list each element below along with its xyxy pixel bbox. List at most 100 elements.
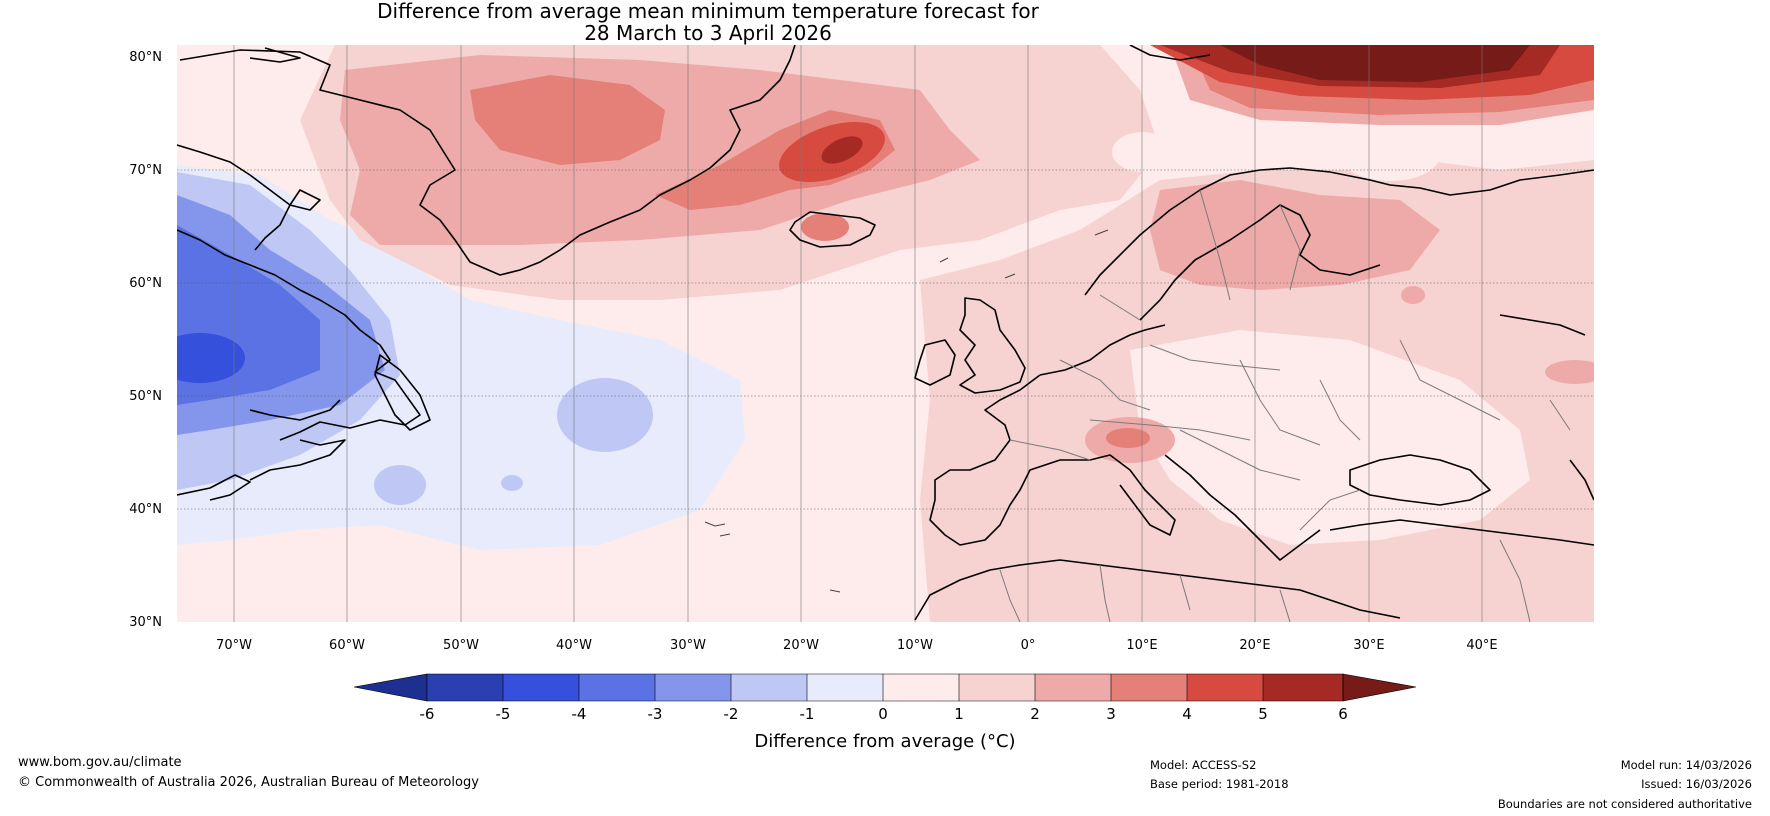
colorbar-tick-label: 0 (878, 705, 888, 723)
warmer-greenland-core (470, 75, 665, 165)
colorbar-swatch (807, 674, 883, 701)
footer-copyright: © Commonwealth of Australia 2026, Austra… (18, 775, 479, 790)
warm-scandinavia-region (1150, 180, 1440, 290)
lon-label: 40°E (1466, 638, 1497, 653)
map-panel (177, 45, 1594, 622)
cool-patch-south (374, 465, 426, 505)
colorbar-swatch (503, 674, 579, 701)
lat-label: 60°N (129, 276, 162, 291)
meridians (233, 45, 1483, 622)
colorbar-extend-max (1342, 673, 1417, 702)
coast-norway (1084, 167, 1391, 296)
colorbar-tick-label: -4 (572, 705, 587, 723)
coast-novaya-zemlya (1499, 314, 1586, 336)
colorbar-tick-label: 3 (1106, 705, 1116, 723)
coast-black-sea (1349, 454, 1491, 506)
coast-greenland (179, 45, 796, 276)
footer-model: Model: ACCESS-S2 (1150, 758, 1257, 772)
lon-label: 70°W (216, 638, 252, 653)
coast-iceland (789, 211, 876, 248)
colorbar-dividers (426, 673, 1344, 702)
country-borders (999, 189, 1571, 622)
colorbar-swatch (655, 674, 731, 701)
colorbar-tick-label: -6 (420, 705, 435, 723)
colorbar-swatch (427, 674, 503, 701)
lat-label: 50°N (129, 389, 162, 404)
neutral-patch-north-europe (1340, 129, 1440, 181)
colorbar-tick-label: -1 (800, 705, 815, 723)
coast-north-africa (914, 559, 1401, 621)
colorbar-tick-label: 6 (1338, 705, 1348, 723)
small-islands (704, 229, 1109, 593)
lon-label: 10°W (897, 638, 933, 653)
longitude-labels: 70°W 60°W 50°W 40°W 30°W 20°W 10°W 0° 10… (216, 638, 1498, 653)
cool-patch-small (501, 475, 523, 491)
colorbar-swatch (731, 674, 807, 701)
neutral-central-europe (1130, 330, 1530, 545)
coast-kola (1389, 169, 1594, 196)
coast-caspian (1569, 459, 1594, 501)
colorbar: -6 -5 -4 -3 -2 -1 0 1 2 3 4 5 6 Differen… (353, 673, 1417, 752)
lat-label: 40°N (129, 502, 162, 517)
cool-patch-mid-atlantic (557, 378, 653, 452)
colorbar-tick-label: -2 (724, 705, 739, 723)
lon-label: 60°W (329, 638, 365, 653)
lon-label: 40°W (556, 638, 592, 653)
coast-newfoundland (374, 354, 431, 431)
coast-us-east (177, 474, 251, 501)
colorbar-tick-label: 5 (1258, 705, 1268, 723)
title-line-2: 28 March to 3 April 2026 (584, 21, 832, 45)
colorbar-tick-label: -3 (648, 705, 663, 723)
colorbar-swatch (1263, 674, 1343, 701)
colorbar-swatch (959, 674, 1035, 701)
footer-model-run: Model run: 14/03/2026 (1620, 758, 1752, 772)
colorbar-tick-label: 1 (954, 705, 964, 723)
coast-continental-europe (1039, 324, 1166, 376)
colorbar-swatch (1187, 674, 1263, 701)
lon-label: 20°W (783, 638, 819, 653)
coast-baffin (177, 144, 321, 251)
colorbar-tick-label: -5 (496, 705, 511, 723)
coast-nova-scotia (249, 439, 346, 481)
title-line-1: Difference from average mean minimum tem… (377, 0, 1040, 23)
footer-website[interactable]: www.bom.gov.au/climate (18, 755, 182, 770)
coast-gulf-st-lawrence (249, 399, 341, 421)
colorbar-ticks: -6 -5 -4 -3 -2 -1 0 1 2 3 4 5 6 (420, 705, 1348, 723)
lon-label: 30°E (1353, 638, 1384, 653)
coastlines (177, 45, 1594, 621)
coast-greenland-north (249, 47, 301, 63)
lat-label: 70°N (129, 163, 162, 178)
lon-label: 50°W (443, 638, 479, 653)
graticule (177, 169, 1594, 510)
lon-label: 10°E (1126, 638, 1157, 653)
footer-disclaimer: Boundaries are not considered authoritat… (1497, 797, 1752, 811)
lon-label: 20°E (1239, 638, 1270, 653)
colorbar-tick-label: 4 (1182, 705, 1192, 723)
lon-label: 0° (1021, 638, 1036, 653)
warm-patch-russia-east (1545, 360, 1594, 384)
coast-ireland (914, 339, 956, 386)
latitude-labels: 80°N 70°N 60°N 50°N 40°N 30°N (129, 50, 162, 630)
footer-issued: Issued: 16/03/2026 (1641, 777, 1752, 791)
footer-base-period: Base period: 1981-2018 (1150, 777, 1289, 791)
lat-label: 80°N (129, 50, 162, 65)
coast-balkans-greece (1164, 454, 1321, 561)
colorbar-label: Difference from average (°C) (754, 731, 1015, 752)
lon-label: 30°W (670, 638, 706, 653)
warmer-patch-alps (1106, 428, 1150, 448)
coast-labrador (177, 229, 421, 441)
coast-great-britain (959, 297, 1026, 394)
coast-turkey (1329, 519, 1594, 546)
coast-svalbard (1129, 45, 1211, 61)
colorbar-swatch (1035, 674, 1111, 701)
warm-patch-baltic (1401, 286, 1425, 304)
lat-label: 30°N (129, 615, 162, 630)
coldest-anomaly-core (177, 333, 245, 383)
very-hot-core-east-greenland (821, 136, 863, 164)
extreme-hot-svalbard-core (1220, 45, 1530, 82)
coast-italy (1089, 454, 1176, 536)
coast-france-iberia (929, 374, 1090, 546)
colorbar-swatch (579, 674, 655, 701)
colorbar-swatch (883, 674, 959, 701)
